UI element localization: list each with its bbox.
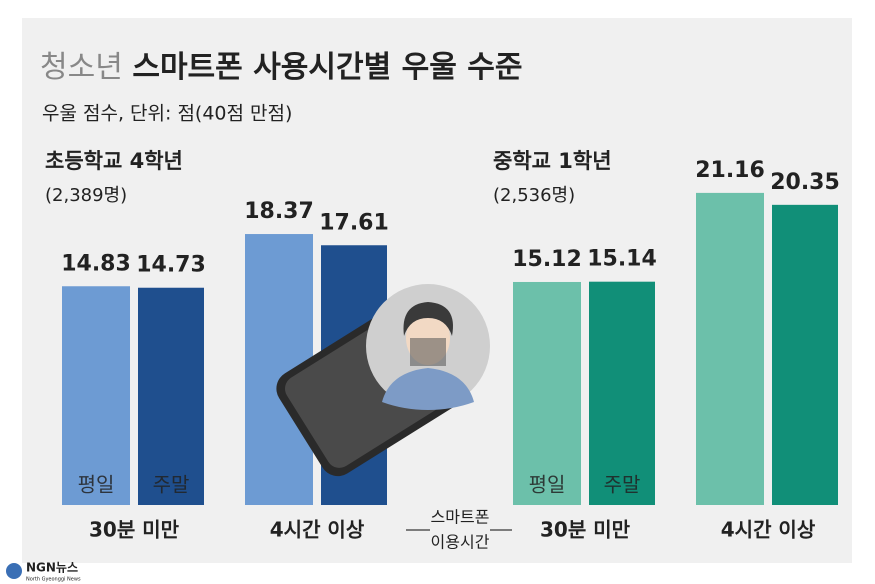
panel-title: 중학교 1학년 [493, 149, 612, 173]
x-tick-label: 30분 미만 [540, 518, 631, 542]
panel-title: 초등학교 4학년 [45, 149, 183, 173]
value-label: 14.73 [136, 253, 206, 278]
bar [696, 192, 764, 505]
value-label: 14.83 [61, 251, 131, 276]
panel-subtitle: (2,389명) [45, 185, 127, 206]
x-tick-label: 4시간 이상 [721, 518, 816, 542]
plot: 초등학교 4학년 (2,389명) 14.83 평일 14.73 주말 30분 미만 18.3… [45, 149, 840, 542]
bar [513, 281, 581, 505]
chart-title: 청소년 스마트폰 사용시간별 우울 수준 [40, 50, 523, 85]
x-tick-label: 4시간 이상 [270, 518, 365, 542]
x-axis-label: 이용시간 [431, 533, 490, 552]
value-label: 15.12 [512, 247, 582, 272]
bar [589, 281, 655, 505]
legend-label: 평일 [78, 473, 115, 497]
value-label: 17.61 [319, 210, 389, 235]
logo: NGN뉴스 [26, 561, 78, 575]
legend-label: 주말 [153, 473, 190, 497]
x-axis-label: 스마트폰 [431, 508, 490, 527]
bar [62, 286, 130, 505]
value-label: 21.16 [695, 158, 765, 183]
logo-tagline: North Gyeonggi News [26, 577, 81, 583]
subtitle: 우울 점수, 단위: 점(40점 만점) [42, 103, 292, 125]
legend-label: 평일 [529, 473, 566, 497]
bar [772, 204, 838, 505]
illustration [276, 284, 512, 531]
logo-icon [6, 563, 22, 579]
value-label: 15.14 [587, 247, 657, 272]
x-tick-label: 30분 미만 [89, 518, 180, 542]
title-main: 스마트폰 사용시간별 우울 수준 [132, 50, 522, 85]
legend-label: 주말 [604, 473, 641, 497]
value-label: 18.37 [244, 199, 314, 224]
value-label: 20.35 [770, 170, 840, 195]
title-prefix: 청소년 [40, 50, 123, 85]
bar [138, 287, 204, 505]
panel-subtitle: (2,536명) [493, 185, 575, 206]
